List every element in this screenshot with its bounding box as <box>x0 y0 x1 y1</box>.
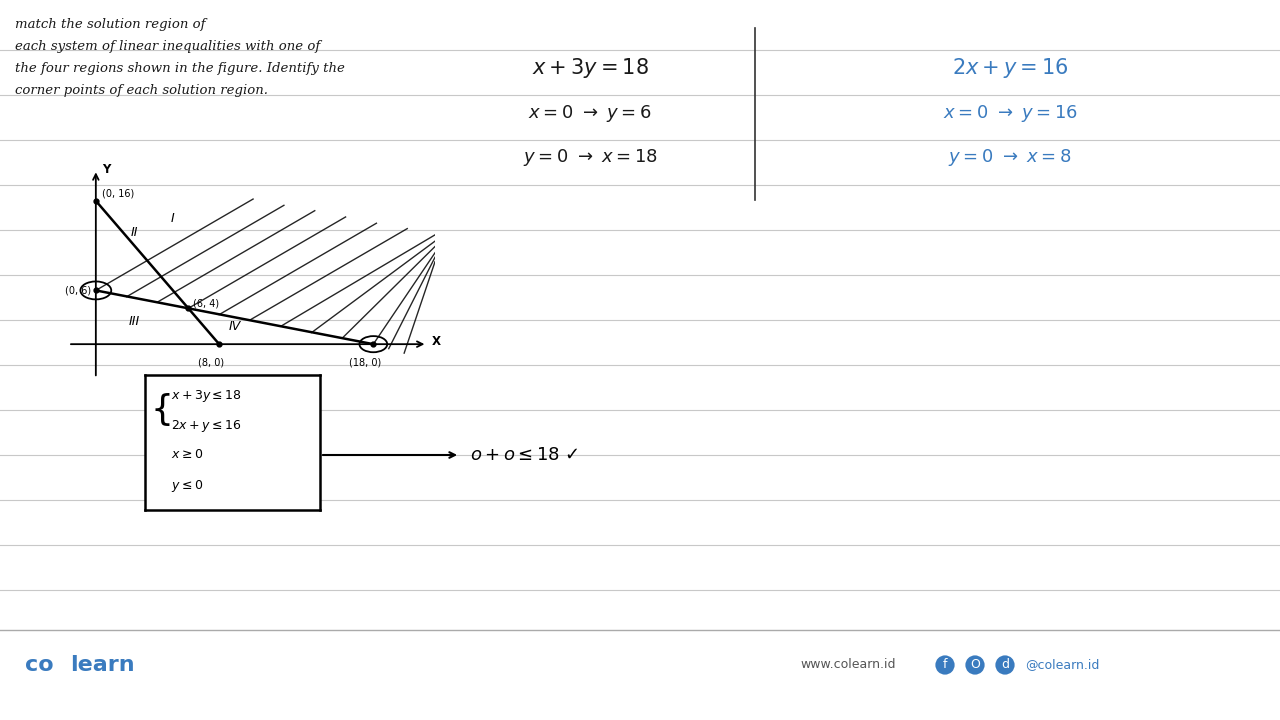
Text: $y{=}0\ \rightarrow\ x = 8$: $y{=}0\ \rightarrow\ x = 8$ <box>948 148 1071 168</box>
Text: $x{=}0\ \rightarrow\ y = 6$: $x{=}0\ \rightarrow\ y = 6$ <box>529 102 652 124</box>
Text: $\{$: $\{$ <box>150 391 170 428</box>
Text: I: I <box>172 212 175 225</box>
Text: learn: learn <box>70 655 134 675</box>
Text: $x{=}0\ \rightarrow\ y = 16$: $x{=}0\ \rightarrow\ y = 16$ <box>942 102 1078 124</box>
Text: $x + 3y = 18$: $x + 3y = 18$ <box>531 56 649 80</box>
Text: O: O <box>970 659 980 672</box>
Text: (6, 4): (6, 4) <box>193 299 219 309</box>
Text: (0, 6): (0, 6) <box>65 285 91 295</box>
Text: the four regions shown in the figure. Identify the: the four regions shown in the figure. Id… <box>15 62 344 75</box>
Text: $x \geq 0$: $x \geq 0$ <box>172 448 204 461</box>
Text: $y \leq 0$: $y \leq 0$ <box>172 477 204 494</box>
Text: $x + 3y \leq 18$: $x + 3y \leq 18$ <box>172 389 242 405</box>
Text: $2x + y = 16$: $2x + y = 16$ <box>952 56 1069 80</box>
Text: IV: IV <box>228 320 241 333</box>
Text: Y: Y <box>102 163 110 176</box>
Text: f: f <box>943 659 947 672</box>
Text: d: d <box>1001 659 1009 672</box>
Text: (18, 0): (18, 0) <box>349 358 381 368</box>
Text: III: III <box>129 315 140 328</box>
Text: II: II <box>131 225 138 239</box>
Text: co: co <box>26 655 54 675</box>
Text: corner points of each solution region.: corner points of each solution region. <box>15 84 268 97</box>
Text: X: X <box>431 335 440 348</box>
Text: $2x + y \leq 16$: $2x + y \leq 16$ <box>172 418 242 434</box>
Text: $o + o \leq 18\ \checkmark$: $o + o \leq 18\ \checkmark$ <box>470 446 579 464</box>
Text: each system of linear inequalities with one of: each system of linear inequalities with … <box>15 40 320 53</box>
Text: $y{=}0\ \rightarrow\ x = 18$: $y{=}0\ \rightarrow\ x = 18$ <box>522 148 658 168</box>
Text: match the solution region of: match the solution region of <box>15 18 206 31</box>
Text: @colearn.id: @colearn.id <box>1025 659 1100 672</box>
Text: (0, 16): (0, 16) <box>102 189 134 199</box>
Text: (8, 0): (8, 0) <box>198 358 224 368</box>
Text: www.colearn.id: www.colearn.id <box>800 659 896 672</box>
